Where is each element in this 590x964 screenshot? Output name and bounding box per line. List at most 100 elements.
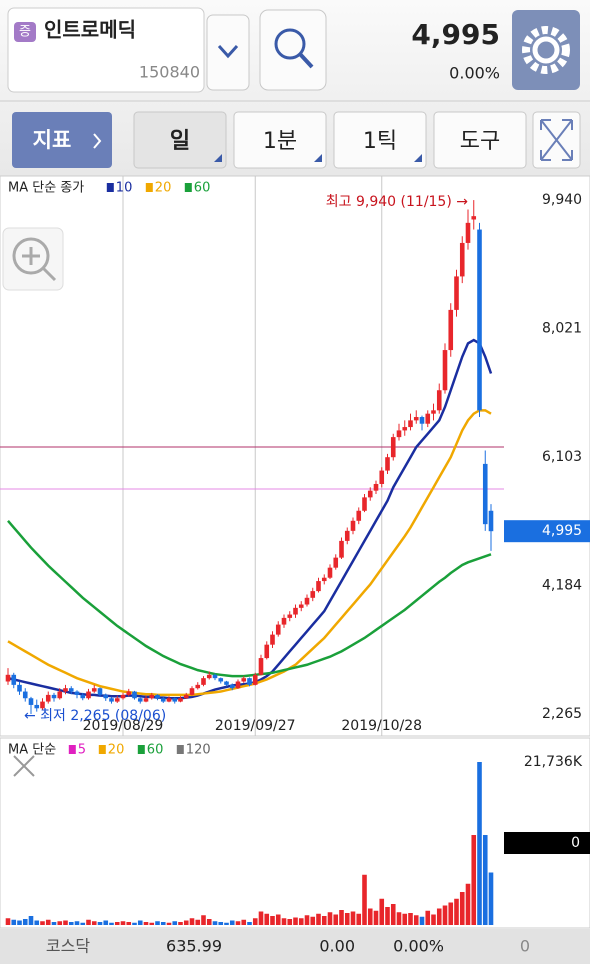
- candle-body: [40, 701, 45, 709]
- candle-body: [103, 694, 109, 699]
- candle-body: [413, 417, 419, 421]
- tab-triangle: [414, 154, 422, 162]
- tab-button[interactable]: [133, 111, 227, 169]
- gear-icon: [522, 26, 570, 74]
- y-tick-label: 4,184: [542, 577, 582, 593]
- tab-triangle: [314, 154, 322, 162]
- candle-body: [155, 694, 160, 699]
- volume-bar: [17, 920, 22, 925]
- volume-bar: [275, 914, 281, 925]
- volume-bar: [471, 835, 477, 925]
- volume-bar: [137, 920, 143, 925]
- current-price-box: [504, 520, 590, 543]
- candle-body: [339, 540, 344, 558]
- tab-button[interactable]: [233, 111, 327, 169]
- volume-bar: [362, 874, 367, 925]
- volume-bar: [86, 919, 91, 925]
- candle-body: [132, 691, 137, 699]
- gear-center: [532, 36, 560, 64]
- dropdown-button[interactable]: [206, 14, 250, 91]
- tab-button[interactable]: [333, 111, 427, 169]
- chart-title: MA 단순: [8, 743, 56, 758]
- candle-body: [120, 694, 126, 699]
- price: 4,995: [411, 18, 500, 51]
- chart: 2019/08/29 2019/09/27 2019/10/28 9,940 8,021…: [0, 176, 590, 925]
- high-annotation: 최고 9,940 (11/15) →: [326, 194, 468, 210]
- candle-body: [477, 229, 482, 411]
- volume-bar: [436, 908, 442, 925]
- volume-bar: [241, 919, 247, 925]
- current-volume-label: 0: [571, 835, 580, 851]
- volume-bar: [132, 922, 137, 925]
- volume-bar: [419, 916, 425, 925]
- indicator-arrow: [93, 133, 102, 149]
- volume-panel: [0, 737, 590, 929]
- volume-bar: [149, 922, 155, 925]
- search-button[interactable]: [259, 9, 327, 91]
- candle-body: [80, 694, 86, 699]
- volume-bar: [224, 922, 229, 925]
- candle-body: [310, 591, 316, 598]
- volume-bar: [379, 898, 385, 925]
- candle-body: [74, 691, 80, 695]
- volume-bar: [235, 921, 241, 925]
- volume-bar: [28, 916, 34, 925]
- candle-body: [218, 678, 224, 682]
- candle-body: [91, 688, 97, 692]
- candle-body: [11, 674, 17, 685]
- volume-bar: [396, 912, 402, 925]
- tab-triangle: [214, 154, 222, 162]
- volume-bar: [57, 921, 63, 925]
- candle-body: [275, 624, 281, 635]
- volume-bar: [431, 914, 436, 925]
- zoom-icon-plus: [22, 247, 57, 282]
- candle-body: [51, 694, 57, 699]
- candle-body: [316, 581, 321, 592]
- tab-button[interactable]: [433, 111, 527, 169]
- candle-body: [281, 617, 287, 625]
- candle-body: [17, 684, 22, 692]
- volume-bar: [298, 918, 304, 925]
- market-extra: 0: [520, 937, 530, 956]
- candle-body: [356, 510, 362, 521]
- volume-bar: [304, 915, 310, 925]
- volume-bar: [189, 918, 195, 925]
- volume-bar: [350, 911, 356, 925]
- candle-body: [488, 510, 494, 532]
- volume-bar: [114, 922, 120, 925]
- volume-bar: [287, 919, 293, 925]
- settings-button[interactable]: [512, 10, 580, 90]
- volume-bar: [482, 835, 488, 925]
- volume-bar: [195, 919, 201, 925]
- volume-bar: [97, 922, 103, 925]
- stock-box[interactable]: [7, 7, 205, 93]
- candle-body: [454, 276, 459, 310]
- volume-bar: [212, 921, 218, 925]
- candle-body: [385, 457, 390, 471]
- indicator-button[interactable]: [12, 112, 112, 168]
- x-tick-label: 2019/09/27: [215, 718, 296, 734]
- legend-label: 20: [108, 743, 125, 758]
- candle-body: [390, 437, 396, 458]
- candle-body: [109, 698, 114, 702]
- close-icon[interactable]: [13, 755, 35, 777]
- stock-code: 150840: [139, 63, 200, 82]
- volume-bar: [488, 872, 494, 925]
- badge: [14, 22, 36, 42]
- candle-body: [425, 413, 431, 424]
- footer-bg: [0, 929, 590, 964]
- volume-bar: [258, 911, 264, 925]
- volume-bar: [408, 913, 413, 925]
- tab-label: 1틱: [363, 129, 397, 154]
- dropdown-icon: [217, 44, 239, 59]
- legend-label: 120: [186, 743, 211, 758]
- legend-swatch: [145, 183, 153, 192]
- legend-swatch: [68, 745, 76, 754]
- volume-bar: [281, 918, 287, 925]
- volume-bar: [229, 920, 235, 925]
- change: 0.00%: [449, 64, 500, 83]
- volume-bar: [172, 921, 178, 925]
- current-price-label: 4,995: [542, 523, 582, 539]
- candle-body: [442, 350, 448, 391]
- legend-swatch: [137, 745, 145, 754]
